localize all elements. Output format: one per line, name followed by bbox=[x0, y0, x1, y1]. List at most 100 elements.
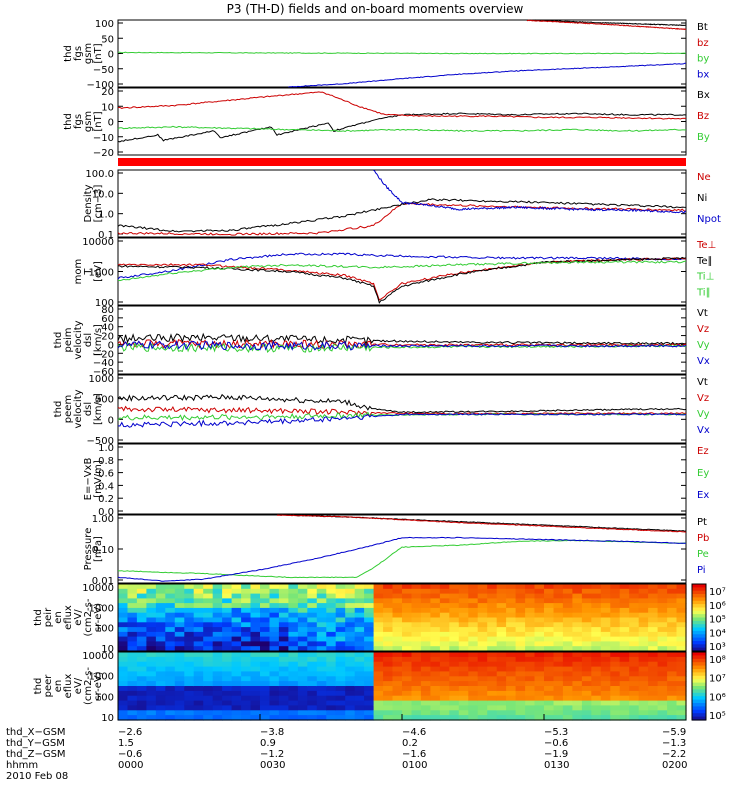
heatmap-cell bbox=[667, 656, 678, 663]
heatmap-cell bbox=[544, 588, 555, 595]
heatmap-cell bbox=[496, 584, 507, 590]
heatmap-cell bbox=[676, 666, 687, 673]
heatmap-cell bbox=[458, 588, 469, 595]
heatmap-cell bbox=[212, 646, 223, 652]
heatmap-cell bbox=[278, 607, 289, 614]
heatmap-cell bbox=[553, 636, 564, 642]
heatmap-cell bbox=[364, 690, 375, 697]
heatmap-cell bbox=[648, 710, 659, 716]
heatmap-cell bbox=[155, 666, 166, 673]
heatmap-cell bbox=[638, 607, 649, 614]
heatmap-cell bbox=[222, 656, 233, 663]
heatmap-cell bbox=[278, 671, 289, 677]
heatmap-cell bbox=[468, 705, 479, 711]
heatmap-cell bbox=[619, 656, 630, 663]
heatmap-cell bbox=[278, 593, 289, 599]
heatmap-cell bbox=[553, 652, 564, 658]
heatmap-cell bbox=[278, 646, 289, 652]
heatmap-cell bbox=[174, 710, 185, 716]
heatmap-cell bbox=[402, 705, 413, 711]
heatmap-cell bbox=[127, 705, 138, 711]
panel-frame-4 bbox=[117, 237, 687, 306]
heatmap-cell bbox=[222, 686, 233, 692]
heatmap-cell bbox=[203, 607, 214, 614]
heatmap-cell bbox=[383, 710, 394, 716]
heatmap-cell bbox=[383, 700, 394, 707]
heatmap-cell bbox=[203, 671, 214, 677]
heatmap-cell bbox=[193, 686, 204, 692]
colorbar-seg bbox=[692, 610, 706, 615]
heatmap-cell bbox=[345, 598, 356, 604]
heatmap-cell bbox=[591, 661, 602, 668]
heatmap-cell bbox=[534, 646, 545, 652]
heatmap-cell bbox=[118, 598, 129, 604]
xaxis-row-value: 0000 bbox=[118, 760, 144, 771]
heatmap-cell bbox=[629, 584, 640, 590]
heatmap-cell bbox=[316, 705, 327, 711]
heatmap-cell bbox=[260, 584, 271, 590]
heatmap-cell bbox=[515, 666, 526, 673]
heatmap-cell bbox=[288, 607, 299, 614]
heatmap-cell bbox=[657, 607, 668, 614]
heatmap-cell bbox=[506, 681, 517, 687]
heatmap-cell bbox=[297, 656, 308, 663]
heatmap-cell bbox=[260, 666, 271, 673]
heatmap-cell bbox=[345, 652, 356, 658]
series-Npot bbox=[373, 169, 687, 214]
heatmap-cell bbox=[364, 598, 375, 604]
heatmap-cell bbox=[278, 705, 289, 711]
heatmap-cell bbox=[411, 705, 422, 711]
heatmap-cell bbox=[562, 652, 573, 658]
heatmap-cell bbox=[345, 686, 356, 692]
heatmap-cell bbox=[127, 607, 138, 614]
heatmap-cell bbox=[307, 593, 318, 599]
legend-Ti∥: Ti∥ bbox=[696, 287, 711, 298]
heatmap-cell bbox=[477, 690, 488, 697]
colorbar-seg bbox=[692, 620, 706, 625]
heatmap-cell bbox=[629, 671, 640, 677]
series-Pi bbox=[117, 536, 687, 582]
heatmap-cell bbox=[118, 656, 129, 663]
heatmap-cell bbox=[525, 715, 536, 721]
heatmap-cell bbox=[146, 627, 157, 633]
heatmap-cell bbox=[411, 676, 422, 682]
heatmap-cell bbox=[439, 607, 450, 614]
ytick-label: −100 bbox=[87, 80, 114, 91]
heatmap-cell bbox=[676, 715, 687, 721]
heatmap-cell bbox=[581, 676, 592, 682]
heatmap-cell bbox=[184, 661, 195, 668]
heatmap-cell bbox=[127, 710, 138, 716]
heatmap-cell bbox=[335, 681, 346, 687]
heatmap-cell bbox=[487, 607, 498, 614]
heatmap-cell bbox=[184, 603, 195, 609]
heatmap-cell bbox=[468, 593, 479, 599]
heatmap-cell bbox=[629, 690, 640, 697]
heatmap-cell bbox=[297, 681, 308, 687]
heatmap-cell bbox=[118, 627, 129, 633]
heatmap-cell bbox=[439, 656, 450, 663]
colorbar-seg bbox=[692, 675, 706, 680]
heatmap-cell bbox=[326, 666, 337, 673]
heatmap-cell bbox=[222, 584, 233, 590]
heatmap-cell bbox=[619, 584, 630, 590]
heatmap-cell bbox=[155, 700, 166, 707]
ylabel-line: [cm−3] bbox=[93, 185, 104, 223]
series-Ni bbox=[117, 198, 687, 233]
heatmap-cell bbox=[250, 607, 261, 614]
heatmap-cell bbox=[572, 686, 583, 692]
heatmap-cell bbox=[184, 686, 195, 692]
heatmap-cell bbox=[439, 695, 450, 702]
heatmap-cell bbox=[174, 607, 185, 614]
heatmap-cell bbox=[496, 636, 507, 642]
heatmap-cell bbox=[572, 631, 583, 638]
heatmap-cell bbox=[174, 652, 185, 658]
heatmap-cell bbox=[326, 622, 337, 628]
heatmap-cell bbox=[118, 584, 129, 590]
heatmap-cell bbox=[222, 641, 233, 647]
heatmap-cell bbox=[468, 710, 479, 716]
heatmap-cell bbox=[297, 607, 308, 614]
heatmap-cell bbox=[667, 584, 678, 590]
heatmap-cell bbox=[591, 641, 602, 647]
heatmap-cell bbox=[278, 584, 289, 590]
heatmap-cell bbox=[657, 584, 668, 590]
